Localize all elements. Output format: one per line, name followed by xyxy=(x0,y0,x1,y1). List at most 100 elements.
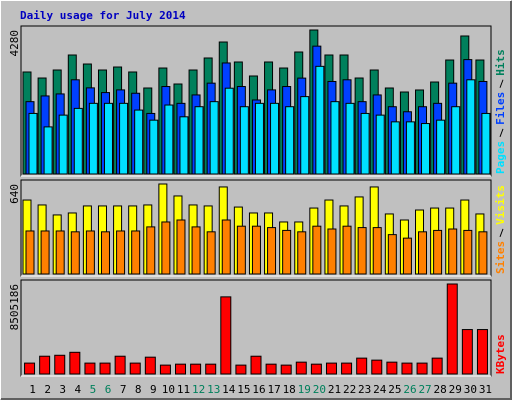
bar xyxy=(372,227,382,275)
bar xyxy=(431,357,443,375)
legend-entry: Sites xyxy=(494,241,507,274)
x-tick-label: 1 xyxy=(29,383,36,396)
bar xyxy=(69,351,81,375)
bar xyxy=(390,121,400,175)
x-tick-label: 21 xyxy=(328,383,341,396)
bar xyxy=(478,231,488,275)
bar xyxy=(220,296,232,375)
bar xyxy=(481,112,491,175)
x-tick-label: 19 xyxy=(298,383,311,396)
bar xyxy=(451,106,461,175)
bar xyxy=(239,106,249,175)
bar xyxy=(164,104,174,175)
x-tick-label: 7 xyxy=(120,383,127,396)
bar xyxy=(461,329,473,375)
x-tick-label: 15 xyxy=(237,383,250,396)
bar xyxy=(330,101,340,175)
x-tick-label: 4 xyxy=(75,383,82,396)
bar xyxy=(463,229,473,275)
x-tick-label: 13 xyxy=(207,383,220,396)
x-tick-label: 28 xyxy=(434,383,447,396)
bar xyxy=(39,355,51,375)
bar xyxy=(448,228,458,275)
bar xyxy=(129,362,141,375)
bar xyxy=(149,119,159,175)
x-tick-label: 9 xyxy=(150,383,157,396)
bar xyxy=(466,79,476,175)
bar xyxy=(401,362,413,375)
bar xyxy=(251,225,261,275)
bar xyxy=(58,114,68,175)
x-tick-label: 10 xyxy=(162,383,175,396)
bar xyxy=(159,364,171,375)
x-tick-label: 30 xyxy=(464,383,477,396)
x-tick-label: 12 xyxy=(192,383,205,396)
x-tick-label: 22 xyxy=(343,383,356,396)
bar xyxy=(300,96,310,175)
bar xyxy=(421,123,431,175)
legend-separator xyxy=(499,79,504,88)
bar xyxy=(436,119,446,175)
bar xyxy=(235,364,247,375)
x-tick-label: 3 xyxy=(59,383,66,396)
bar xyxy=(161,221,171,275)
legend-separator xyxy=(499,128,504,138)
bar xyxy=(194,106,204,175)
bar xyxy=(73,107,83,175)
x-tick-label: 8 xyxy=(135,383,142,396)
bar xyxy=(312,225,322,275)
bar xyxy=(297,231,307,275)
bar xyxy=(387,234,397,275)
bar xyxy=(371,359,383,375)
bar xyxy=(416,362,428,375)
bar xyxy=(190,363,202,375)
bar xyxy=(176,219,186,275)
bar xyxy=(476,329,488,375)
bar xyxy=(70,231,80,275)
bar xyxy=(205,363,217,375)
bar xyxy=(103,102,113,175)
x-tick-label: 17 xyxy=(267,383,280,396)
bar xyxy=(295,361,307,375)
legend-separator xyxy=(499,228,504,238)
bar xyxy=(325,362,337,375)
bar xyxy=(84,362,96,375)
x-tick-label: 23 xyxy=(358,383,371,396)
bar xyxy=(345,102,355,175)
bar xyxy=(254,102,264,175)
bar xyxy=(85,230,95,275)
x-tick-label: 11 xyxy=(177,383,190,396)
legend-entry: KBytes xyxy=(494,334,507,374)
bar xyxy=(221,219,231,275)
x-tick-label: 6 xyxy=(105,383,112,396)
chart-title: Daily usage for July 2014 xyxy=(20,9,186,22)
legend-entry: Pages xyxy=(494,141,507,174)
bar xyxy=(206,231,216,275)
x-tick-label: 20 xyxy=(313,383,326,396)
bar xyxy=(43,126,53,175)
bar xyxy=(224,87,234,175)
bar xyxy=(342,225,352,275)
x-tick-label: 26 xyxy=(403,383,416,396)
x-tick-label: 18 xyxy=(283,383,296,396)
bar xyxy=(280,364,292,375)
bar xyxy=(327,228,337,275)
bar xyxy=(375,114,385,175)
bar xyxy=(405,121,415,175)
bar xyxy=(250,355,262,375)
bar xyxy=(315,65,325,175)
bar xyxy=(114,355,126,375)
legend-entry: Files xyxy=(494,92,507,125)
bar xyxy=(116,230,126,275)
bar xyxy=(418,231,428,275)
bar xyxy=(360,112,370,175)
x-tick-label: 31 xyxy=(479,383,492,396)
bar xyxy=(134,109,144,175)
y-max-label: 640 xyxy=(8,184,21,204)
bar xyxy=(28,112,38,175)
bar xyxy=(270,102,280,175)
bar xyxy=(433,229,443,275)
bar xyxy=(386,361,398,375)
